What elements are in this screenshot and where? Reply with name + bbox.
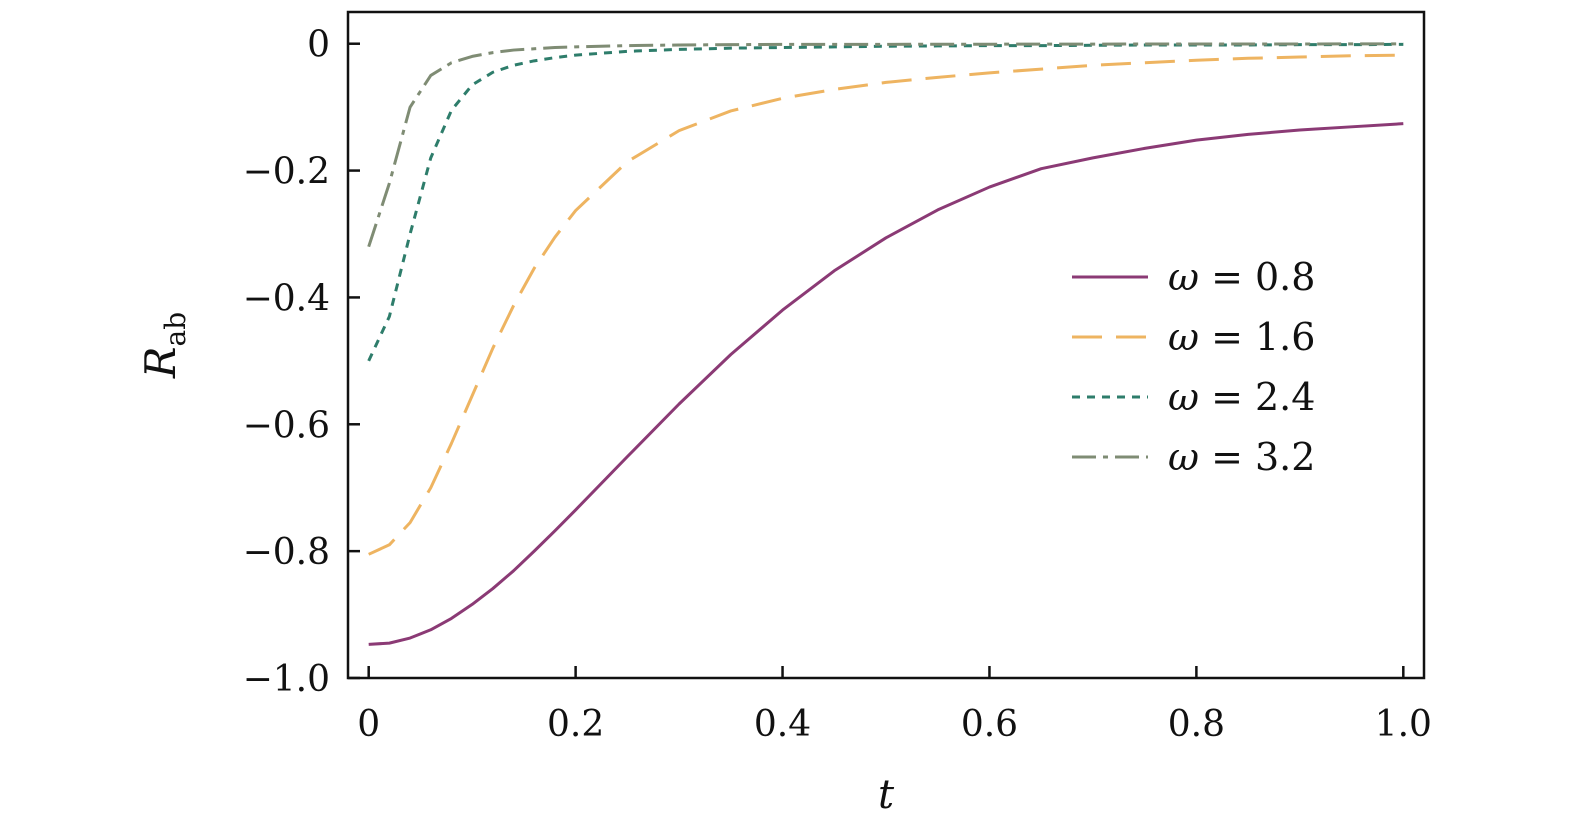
legend-label-1: ω = 0.8 bbox=[1168, 255, 1315, 299]
legend-value: 2.4 bbox=[1255, 375, 1315, 419]
legend-symbol: ω bbox=[1168, 255, 1199, 299]
series-line-4 bbox=[367, 42, 1404, 248]
y-tick-label: −0.2 bbox=[243, 152, 330, 193]
x-tick-label: 1.0 bbox=[1375, 704, 1432, 745]
x-tick-label: 0.4 bbox=[754, 704, 811, 745]
y-axis-label-subscript: ab bbox=[159, 312, 192, 347]
legend-label-3: ω = 2.4 bbox=[1168, 375, 1315, 419]
series-line-2 bbox=[368, 53, 1404, 556]
y-tick-label: −0.8 bbox=[243, 532, 330, 573]
legend-value: 1.6 bbox=[1255, 315, 1315, 359]
legend-symbol: ω bbox=[1168, 435, 1199, 479]
legend-symbol: ω bbox=[1168, 315, 1199, 359]
y-axis: 0 −0.2 −0.4 −0.6 −0.8 −1.0 bbox=[243, 25, 360, 700]
y-tick-label: −0.6 bbox=[243, 405, 330, 446]
x-tick-label: 0 bbox=[357, 704, 380, 745]
x-axis-label: t bbox=[878, 772, 895, 818]
x-tick-label: 0.6 bbox=[961, 704, 1018, 745]
legend-value: 3.2 bbox=[1255, 435, 1315, 479]
y-axis-label-main: R bbox=[136, 347, 185, 380]
y-axis-label: Rab bbox=[136, 312, 192, 379]
legend-equals: = bbox=[1199, 435, 1255, 479]
plot-frame bbox=[346, 10, 1426, 680]
legend-value: 0.8 bbox=[1255, 255, 1315, 299]
series-line-1 bbox=[368, 122, 1404, 646]
legend-equals: = bbox=[1199, 375, 1255, 419]
series-lines bbox=[367, 42, 1404, 646]
legend-symbol: ω bbox=[1168, 375, 1199, 419]
series-line-3 bbox=[367, 42, 1404, 362]
x-tick-label: 0.8 bbox=[1168, 704, 1225, 745]
y-tick-label: −0.4 bbox=[243, 278, 330, 319]
legend-label-4: ω = 3.2 bbox=[1168, 435, 1315, 479]
legend-equals: = bbox=[1199, 315, 1255, 359]
x-axis: 0 0.2 0.4 0.6 0.8 1.0 bbox=[357, 666, 1432, 745]
x-tick-label: 0.2 bbox=[547, 704, 604, 745]
legend-label-2: ω = 1.6 bbox=[1168, 315, 1315, 359]
y-tick-label: 0 bbox=[307, 25, 330, 66]
legend-equals: = bbox=[1199, 255, 1255, 299]
legend: ω = 0.8ω = 1.6ω = 2.4ω = 3.2 bbox=[1072, 255, 1315, 479]
y-tick-label: −1.0 bbox=[243, 659, 330, 700]
